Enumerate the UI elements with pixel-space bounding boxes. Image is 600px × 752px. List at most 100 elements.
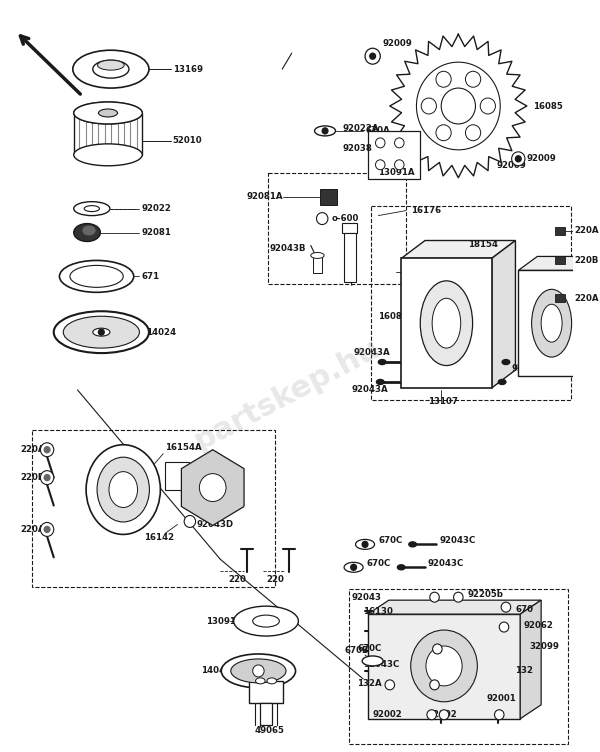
Bar <box>74 113 142 155</box>
Circle shape <box>365 48 380 64</box>
Text: 52010: 52010 <box>173 136 202 145</box>
Ellipse shape <box>98 109 118 117</box>
Ellipse shape <box>231 659 286 683</box>
Ellipse shape <box>598 296 600 350</box>
Text: 16085: 16085 <box>533 102 562 111</box>
Bar <box>556 226 565 235</box>
Bar <box>518 271 585 376</box>
Text: 220: 220 <box>266 575 284 584</box>
Circle shape <box>376 160 385 170</box>
Bar <box>268 173 406 284</box>
Polygon shape <box>401 241 515 259</box>
Ellipse shape <box>74 202 110 216</box>
Circle shape <box>589 354 600 366</box>
Ellipse shape <box>73 50 149 88</box>
Text: 16082: 16082 <box>411 268 440 277</box>
Ellipse shape <box>356 539 374 550</box>
Polygon shape <box>368 600 541 614</box>
Ellipse shape <box>311 253 324 259</box>
Polygon shape <box>491 241 515 388</box>
Circle shape <box>385 680 395 690</box>
Ellipse shape <box>93 328 110 336</box>
Text: 92043C: 92043C <box>363 660 400 669</box>
Bar <box>342 223 358 232</box>
Ellipse shape <box>233 606 298 636</box>
Text: 220A: 220A <box>574 294 599 303</box>
Ellipse shape <box>59 260 134 293</box>
Ellipse shape <box>54 311 149 353</box>
Ellipse shape <box>409 542 416 547</box>
Ellipse shape <box>344 562 363 572</box>
Text: 14043: 14043 <box>201 666 232 675</box>
Ellipse shape <box>432 299 461 348</box>
Text: 16082: 16082 <box>379 312 408 320</box>
Circle shape <box>44 447 50 453</box>
Text: 220B: 220B <box>20 473 45 482</box>
Text: 16142A: 16142A <box>535 344 571 353</box>
Text: 92043C: 92043C <box>428 559 464 568</box>
Text: 220A: 220A <box>20 525 45 534</box>
Circle shape <box>454 592 463 602</box>
Ellipse shape <box>63 317 139 348</box>
Bar <box>249 681 283 703</box>
Circle shape <box>430 680 439 690</box>
Text: 670A: 670A <box>365 126 389 135</box>
Ellipse shape <box>74 102 142 124</box>
Circle shape <box>199 474 226 502</box>
Text: 670C: 670C <box>358 644 382 653</box>
Text: 16130: 16130 <box>363 607 393 616</box>
Text: o-600: o-600 <box>332 214 359 223</box>
Circle shape <box>416 62 500 150</box>
Ellipse shape <box>541 305 562 342</box>
Bar <box>260 703 272 725</box>
Bar <box>556 256 565 265</box>
Ellipse shape <box>74 223 100 241</box>
Text: 92055: 92055 <box>436 679 465 688</box>
Bar <box>590 278 600 368</box>
Text: 32099: 32099 <box>530 642 560 651</box>
Text: 92062: 92062 <box>523 620 553 629</box>
Circle shape <box>427 710 436 720</box>
Ellipse shape <box>436 71 451 87</box>
Circle shape <box>439 710 449 720</box>
Circle shape <box>316 213 328 225</box>
Text: 92043D: 92043D <box>197 520 233 529</box>
Bar <box>313 256 322 274</box>
Ellipse shape <box>426 646 462 686</box>
Circle shape <box>441 88 475 124</box>
Ellipse shape <box>253 615 280 627</box>
Circle shape <box>351 564 356 570</box>
Text: 92205b: 92205b <box>468 590 504 599</box>
Text: 92081A: 92081A <box>247 193 283 202</box>
Text: 92009: 92009 <box>382 39 412 47</box>
Circle shape <box>370 53 376 59</box>
Ellipse shape <box>314 126 335 136</box>
Bar <box>368 131 420 179</box>
Ellipse shape <box>86 444 160 535</box>
Circle shape <box>512 152 525 165</box>
Ellipse shape <box>70 265 123 287</box>
Circle shape <box>499 622 509 632</box>
Ellipse shape <box>97 457 149 522</box>
Ellipse shape <box>362 656 383 666</box>
Text: partskep.hu: partskep.hu <box>189 334 385 456</box>
Ellipse shape <box>74 144 142 165</box>
Circle shape <box>44 526 50 532</box>
Text: 92043: 92043 <box>352 593 382 602</box>
Text: 13107: 13107 <box>428 397 458 406</box>
Text: 18154: 18154 <box>468 240 498 249</box>
Text: 92001: 92001 <box>487 694 517 703</box>
Text: 14024: 14024 <box>146 328 176 337</box>
Ellipse shape <box>267 678 277 684</box>
Circle shape <box>515 156 521 162</box>
Circle shape <box>40 443 54 456</box>
Ellipse shape <box>421 98 436 114</box>
Ellipse shape <box>109 472 137 508</box>
Text: 92043A: 92043A <box>352 386 388 395</box>
Text: 220A: 220A <box>20 445 45 454</box>
Text: 16142: 16142 <box>144 533 175 542</box>
Text: 670B: 670B <box>344 647 368 656</box>
Bar <box>349 590 568 744</box>
Text: 92002: 92002 <box>428 710 458 719</box>
Ellipse shape <box>436 125 451 141</box>
